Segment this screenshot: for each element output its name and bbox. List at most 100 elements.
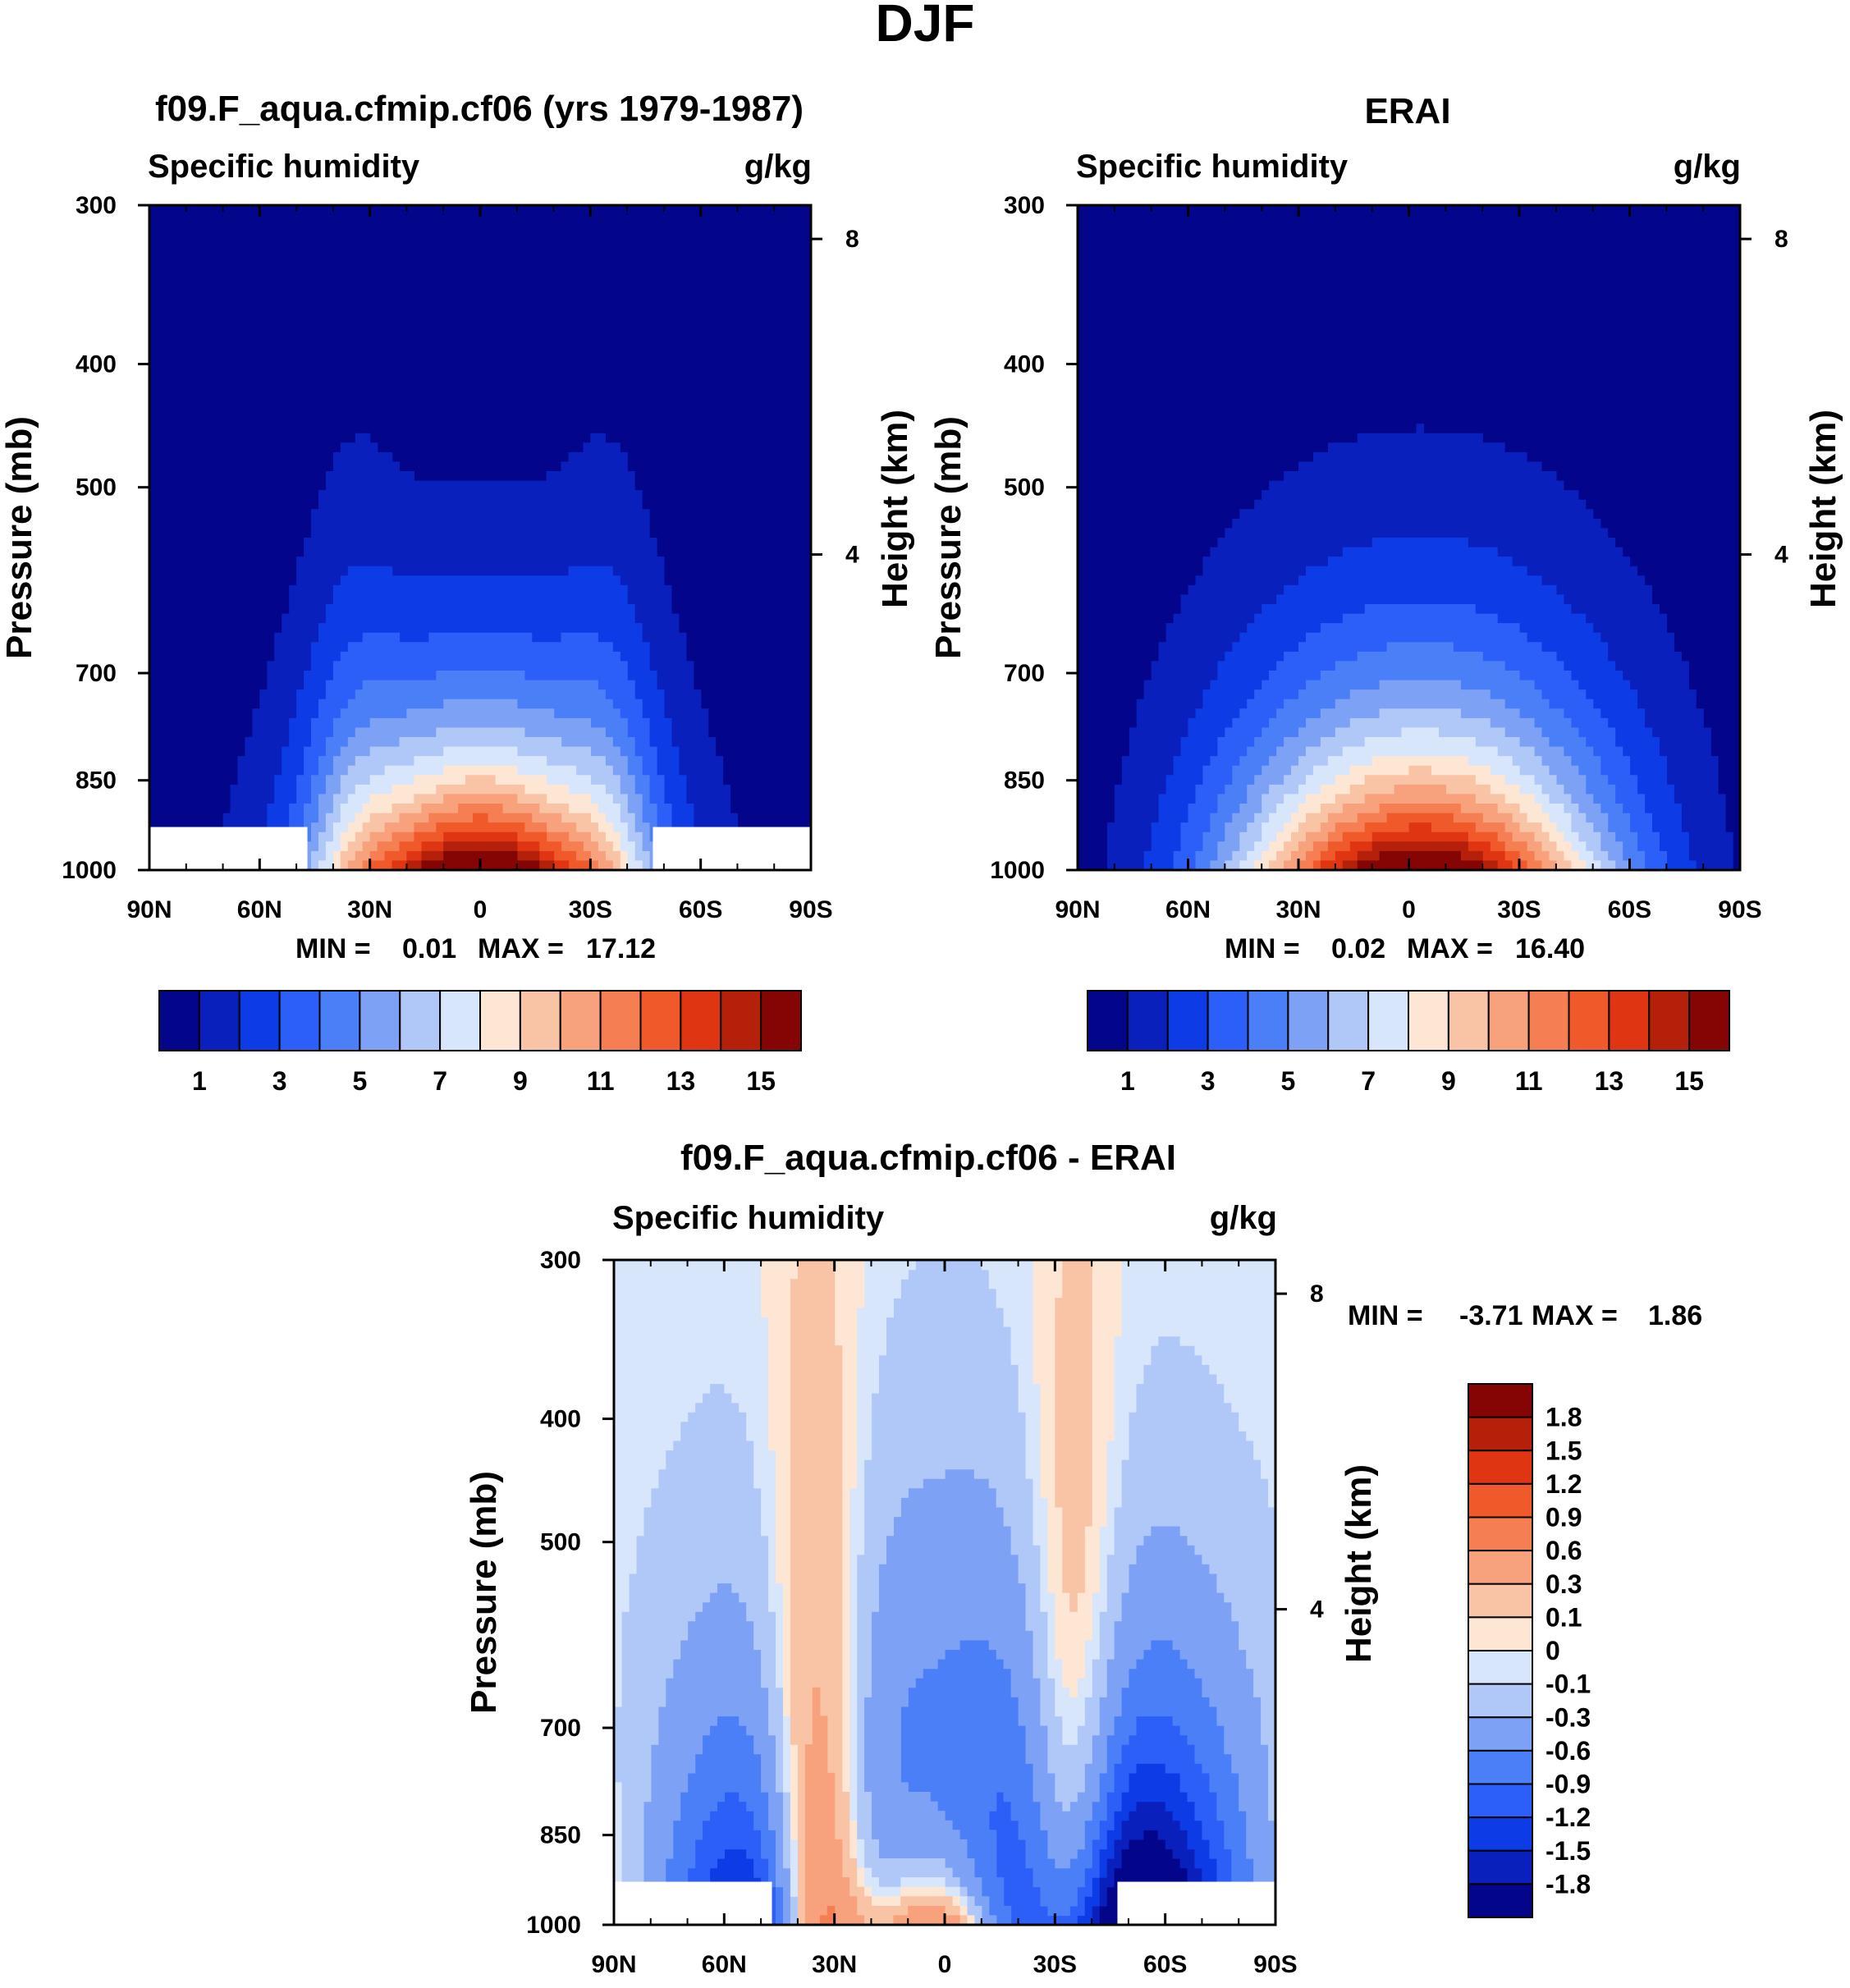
y-axis-right-title: Height (km) <box>1803 410 1843 608</box>
x-tick-label: 0 <box>938 1951 952 1978</box>
panel-diff: f09.F_aqua.cfmip.cf06 - ERAI Specific hu… <box>464 1138 1702 1978</box>
panel-title: f09.F_aqua.cfmip.cf06 (yrs 1979-1987) <box>155 89 804 129</box>
colorbar-label: 1.5 <box>1545 1436 1582 1465</box>
max-label: MAX = <box>1407 933 1493 964</box>
colorbar-box <box>1468 1683 1533 1719</box>
plot-area: 90N 60N 30N 0 30S 60S 90S 300 400 500 700 850 1000 8 4 <box>990 192 1788 923</box>
x-tick-label: 30S <box>1033 1951 1077 1978</box>
x-tick-label: 90S <box>1253 1951 1297 1978</box>
contour-field <box>1078 205 1741 871</box>
colorbar-label: 7 <box>433 1066 447 1096</box>
colorbar-box <box>238 990 281 1051</box>
min-label: MIN = <box>1348 1300 1423 1331</box>
colorbar-box <box>1568 990 1610 1051</box>
colorbar-label: 13 <box>1595 1066 1624 1096</box>
min-value: 0.01 <box>402 933 456 964</box>
contour-level-fill <box>1210 680 1631 871</box>
colorbar-box <box>1468 1383 1533 1418</box>
x-tick-label: 60S <box>1143 1951 1187 1978</box>
colorbar-box <box>1126 990 1169 1051</box>
panel-title: f09.F_aqua.cfmip.cf06 - ERAI <box>680 1138 1176 1178</box>
colorbar-box <box>359 990 401 1051</box>
y-right-tick-label: 8 <box>845 226 859 253</box>
y-axis-title: Pressure (mb) <box>928 416 969 659</box>
contour-level-fill <box>1173 604 1667 871</box>
colorbar-box <box>1468 1482 1533 1518</box>
colorbar-label: -1.5 <box>1545 1836 1591 1866</box>
x-tick-label: 90N <box>1055 896 1100 923</box>
colorbar-label: -1.8 <box>1545 1869 1591 1899</box>
colorbar-box <box>1468 1516 1533 1552</box>
x-tick-label: 60N <box>702 1951 747 1978</box>
colorbar-box <box>439 990 481 1051</box>
contour-field <box>149 205 812 871</box>
colorbar-box <box>1468 1783 1533 1819</box>
colorbar-box <box>1608 990 1651 1051</box>
colorbar-label: 15 <box>746 1066 776 1096</box>
colorbar-label: 15 <box>1674 1066 1704 1096</box>
contour-level-fill <box>332 765 628 871</box>
contour-level-fill <box>665 1639 1254 1926</box>
colorbar-label: -0.1 <box>1545 1670 1591 1699</box>
colorbar-label: 1.8 <box>1545 1403 1582 1432</box>
colorbar-box <box>760 990 802 1051</box>
plot-area: 90N 60N 30N 0 30S 60S 90S 300 400 500 700 850 1000 8 4 <box>526 1247 1324 1978</box>
x-tick-label: 90S <box>789 896 832 923</box>
x-tick-label: 90S <box>1718 896 1761 923</box>
y-right-tick-label: 4 <box>1774 542 1788 569</box>
colorbar-label: 3 <box>272 1066 287 1096</box>
contour-level-fill <box>1239 727 1601 871</box>
contour-level-fill <box>208 433 753 871</box>
contour-level-fill <box>614 1260 1276 1926</box>
colorbar-box <box>1408 990 1449 1051</box>
figure-title: DJF <box>876 0 975 53</box>
contour-level-fill <box>614 1260 1276 1926</box>
colorbar-label: 0.9 <box>1545 1503 1582 1532</box>
min-label: MIN = <box>295 933 371 964</box>
variable-label: Specific humidity <box>148 149 420 185</box>
contour-level-fill <box>804 1687 960 1926</box>
colorbar-box <box>1367 990 1409 1051</box>
y-right-tick-label: 4 <box>845 542 859 569</box>
min-label: MIN = <box>1225 933 1300 964</box>
contour-level-fill <box>1078 205 1741 871</box>
y-tick-label: 850 <box>76 767 117 795</box>
colorbar-label: 5 <box>1280 1066 1295 1096</box>
x-tick-label: 90N <box>126 896 172 923</box>
panel-obs: ERAI Specific humidity g/kg 90N 60N 30N 0 30… <box>928 91 1843 1096</box>
contour-level-fill <box>1195 642 1646 871</box>
x-tick-label: 0 <box>1402 896 1416 923</box>
colorbar-label: -1.2 <box>1545 1802 1591 1832</box>
min-value: -3.71 <box>1459 1300 1523 1331</box>
colorbar-label: 9 <box>1441 1066 1456 1096</box>
contour-level-fill <box>1320 822 1513 871</box>
contour-level-fill <box>1254 756 1587 871</box>
colorbar-box <box>1468 1816 1533 1852</box>
units-label: g/kg <box>1210 1200 1277 1236</box>
x-tick-label: 0 <box>474 896 488 923</box>
contour-level-fill <box>819 1905 836 1926</box>
y-right-tick-label: 8 <box>1774 226 1788 253</box>
max-label: MAX = <box>1532 1300 1618 1331</box>
contour-level-fill <box>347 794 613 871</box>
panel-title: ERAI <box>1364 91 1450 131</box>
y-tick-label: 500 <box>76 474 117 502</box>
y-tick-label: 700 <box>76 660 117 687</box>
y-tick-label: 400 <box>1004 351 1045 378</box>
max-label: MAX = <box>478 933 564 964</box>
colorbar: 1 3 5 7 9 11 13 15 <box>158 990 802 1096</box>
y-tick-label: 300 <box>540 1247 581 1274</box>
contour-level-fill <box>1342 841 1498 871</box>
colorbar-label: 7 <box>1361 1066 1376 1096</box>
contour-level-fill <box>717 1801 1217 1926</box>
contour-level-fill <box>643 1468 1276 1926</box>
contour-level-fill <box>1225 708 1616 871</box>
panel-model: f09.F_aqua.cfmip.cf06 (yrs 1979-1987) Sp… <box>0 89 915 1096</box>
y-tick-label: 700 <box>1004 660 1045 687</box>
y-tick-label: 400 <box>540 1406 581 1433</box>
contour-level-fill <box>1298 804 1542 871</box>
colorbar-label: 3 <box>1201 1066 1216 1096</box>
colorbar-label: 1.2 <box>1545 1469 1582 1499</box>
colorbar-label: 5 <box>352 1066 367 1096</box>
x-tick-label: 30N <box>347 896 392 923</box>
